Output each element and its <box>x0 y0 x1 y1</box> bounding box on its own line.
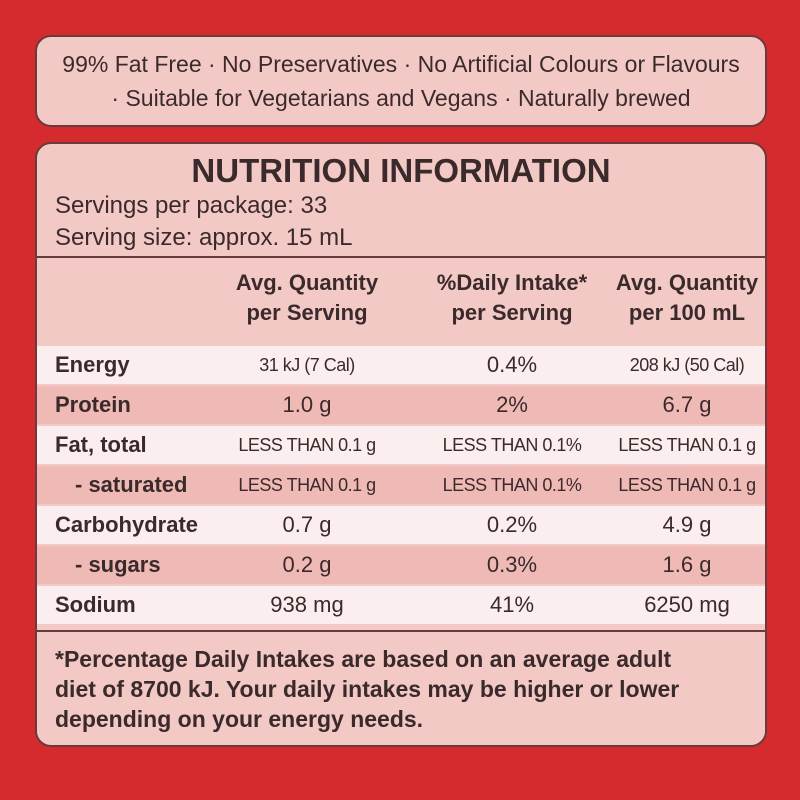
nutrient-value: 0.2% <box>486 512 538 537</box>
claim-line: 99% Fat Free · No Preservatives · No Art… <box>62 51 740 77</box>
nutrient-value: LESS THAN 0.1% <box>442 435 582 455</box>
nutrient-label: Sodium <box>55 592 136 617</box>
nutrient-value: 0.2 g <box>282 552 332 577</box>
footnote: *Percentage Daily Intakes are based on a… <box>55 644 765 734</box>
nutrient-value: 41% <box>489 592 535 617</box>
nutrient-value: 0.7 g <box>282 512 332 537</box>
nutrient-value: 2% <box>496 392 528 417</box>
footnote-line: *Percentage Daily Intakes are based on a… <box>55 646 672 672</box>
nutrient-label: Energy <box>55 352 130 377</box>
nutrient-value: 4.9 g <box>662 512 712 537</box>
serving-size: Serving size: approx. 15 mL <box>55 224 353 251</box>
nutrient-value: LESS THAN 0.1 g <box>238 475 376 495</box>
table-row: Fat, total LESS THAN 0.1 g LESS THAN 0.1% L… <box>37 426 765 464</box>
nutrient-label: Carbohydrate <box>55 512 199 537</box>
nutrient-value: 1.6 g <box>662 552 712 577</box>
header-line: Avg. Quantity <box>235 270 379 295</box>
table-row: Carbohydrate 0.7 g 0.2% 4.9 g <box>37 506 765 544</box>
claims-box: 99% Fat Free · No Preservatives · No Art… <box>35 35 767 127</box>
header-line: per 100 mL <box>628 300 746 325</box>
table-row: Protein 1.0 g 2% 6.7 g <box>37 386 765 424</box>
nutrition-table: Avg. Quantity per Serving %Daily Intake* pe… <box>37 268 765 628</box>
header-line: per Serving <box>246 300 368 325</box>
servings: Servings per package: 33 <box>55 192 328 219</box>
header-line: Avg. Quantity <box>615 270 759 295</box>
nutrient-value: 0.3% <box>486 552 538 577</box>
panel-title: NUTRITION INFORMATION <box>191 152 611 189</box>
header-line: %Daily Intake* <box>436 270 588 295</box>
footnote-line: depending on your energy needs. <box>55 706 424 732</box>
column-header: Avg. Quantity per 100 mL <box>582 268 792 328</box>
divider <box>37 256 765 258</box>
nutrient-value: 6250 mg <box>644 592 730 617</box>
nutrient-value: LESS THAN 0.1 g <box>618 435 756 455</box>
nutrition-panel: NUTRITION INFORMATION Servings per packa… <box>35 142 767 747</box>
header-line: per Serving <box>451 300 573 325</box>
nutrient-label: - saturated <box>75 472 188 497</box>
nutrient-value: 6.7 g <box>662 392 712 417</box>
nutrient-label: - sugars <box>75 552 161 577</box>
nutrient-value: 31 kJ (7 Cal) <box>259 355 355 375</box>
table-row: Energy 31 kJ (7 Cal) 0.4% 208 kJ (50 Cal) <box>37 346 765 384</box>
table-row: - sugars 0.2 g 0.3% 1.6 g <box>37 546 765 584</box>
divider <box>37 630 765 632</box>
nutrient-label: Fat, total <box>55 432 147 457</box>
nutrient-value: 938 mg <box>270 592 344 617</box>
nutrient-value: 0.4% <box>486 352 538 377</box>
table-row: Sodium 938 mg 41% 6250 mg <box>37 586 765 624</box>
nutrient-label: Protein <box>55 392 131 417</box>
nutrient-value: LESS THAN 0.1 g <box>238 435 376 455</box>
nutrient-value: 1.0 g <box>282 392 332 417</box>
nutrient-value: 208 kJ (50 Cal) <box>629 355 745 375</box>
column-header: %Daily Intake* per Serving <box>407 268 617 328</box>
nutrient-value: LESS THAN 0.1% <box>442 475 582 495</box>
table-row: - saturated LESS THAN 0.1 g LESS THAN 0.1%… <box>37 466 765 504</box>
column-header: Avg. Quantity per Serving <box>202 268 412 328</box>
claim-line: · Suitable for Vegetarians and Vegans · … <box>111 85 691 111</box>
nutrient-value: LESS THAN 0.1 g <box>618 475 756 495</box>
footnote-line: diet of 8700 kJ. Your daily intakes may … <box>55 676 680 702</box>
